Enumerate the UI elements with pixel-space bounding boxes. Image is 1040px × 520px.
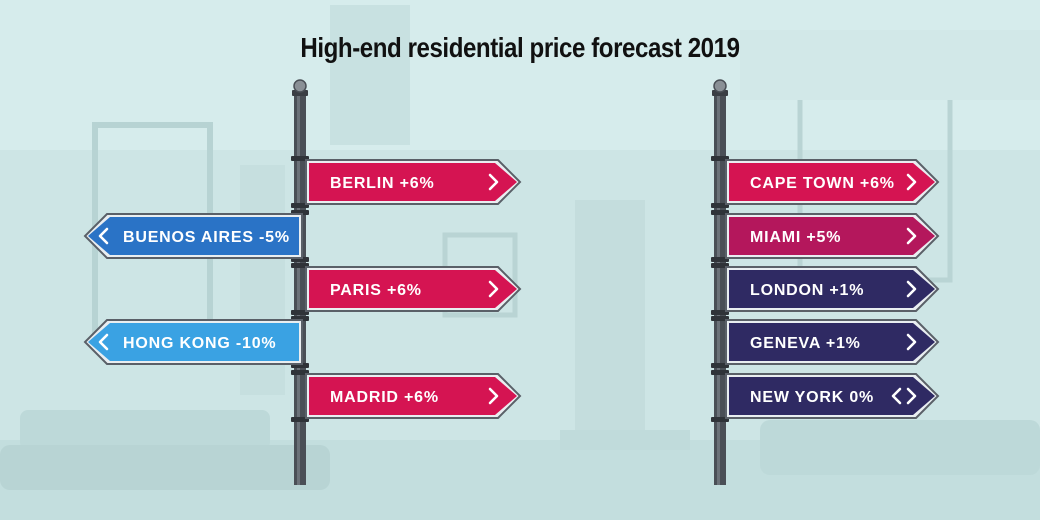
sign-board <box>88 217 299 255</box>
sign-clamp <box>711 363 729 368</box>
sign-board <box>309 163 517 201</box>
sign-cape-town: CAPE TOWN +6% <box>711 156 940 208</box>
left-pole-highlight <box>297 92 300 485</box>
sign-paris: PARIS +6% <box>291 263 522 315</box>
sign-label: NEW YORK 0% <box>750 389 874 406</box>
sign-clamp <box>711 156 729 161</box>
sign-clamp <box>711 203 729 208</box>
sign-berlin: BERLIN +6% <box>291 156 522 208</box>
sign-board <box>309 270 517 308</box>
chevron-left-icon <box>98 333 109 351</box>
sign-miami: MIAMI +5% <box>711 210 940 262</box>
sign-board <box>729 163 935 201</box>
sign-clamp <box>711 316 729 321</box>
sign-label: GENEVA +1% <box>750 335 861 352</box>
chevron-right-icon <box>906 227 917 245</box>
sign-board <box>729 270 935 308</box>
sign-clamp <box>291 263 309 268</box>
sign-label: BERLIN +6% <box>330 175 434 192</box>
sign-clamp <box>291 156 309 161</box>
sign-board <box>309 377 517 415</box>
sign-board <box>729 377 935 415</box>
right-pole-cap <box>712 90 728 96</box>
chevron-right-icon <box>906 333 917 351</box>
sign-buenos-aires: BUENOS AIRES -5% <box>83 210 309 262</box>
sign-label: BUENOS AIRES -5% <box>123 229 290 246</box>
sign-clamp <box>711 263 729 268</box>
sign-label: LONDON +1% <box>750 282 864 299</box>
sign-clamp <box>291 310 309 315</box>
sign-board <box>88 323 299 361</box>
chart-title: High-end residential price forecast 2019 <box>300 32 740 63</box>
sign-clamp <box>711 370 729 375</box>
sign-label: CAPE TOWN +6% <box>750 175 895 192</box>
sign-london: LONDON +1% <box>711 263 940 315</box>
sign-label: PARIS +6% <box>330 282 422 299</box>
sign-clamp <box>291 203 309 208</box>
sign-label: MADRID +6% <box>330 389 439 406</box>
chevron-left-icon <box>98 227 109 245</box>
sign-clamp <box>711 210 729 215</box>
sign-label: HONG KONG -10% <box>123 335 276 352</box>
right-pole-highlight <box>717 92 720 485</box>
chevron-right-icon <box>906 280 917 298</box>
sign-geneva: GENEVA +1% <box>711 316 940 368</box>
chevron-right-icon <box>488 387 499 405</box>
sign-madrid: MADRID +6% <box>291 370 522 422</box>
right-pole-finial <box>713 79 727 93</box>
sign-clamp <box>711 257 729 262</box>
sign-clamp <box>291 370 309 375</box>
sign-hong-kong: HONG KONG -10% <box>83 316 309 368</box>
chevron-right-icon <box>488 280 499 298</box>
left-pole-cap <box>292 90 308 96</box>
chevron-right-icon <box>488 173 499 191</box>
left-pole-finial <box>293 79 307 93</box>
sign-board <box>729 323 935 361</box>
sign-board <box>729 217 935 255</box>
sign-label: MIAMI +5% <box>750 229 841 246</box>
chevron-right-icon <box>906 387 917 405</box>
chevron-right-icon <box>906 173 917 191</box>
chevron-left-icon <box>891 387 902 405</box>
sign-clamp <box>711 310 729 315</box>
sign-clamp <box>711 417 729 422</box>
sign-clamp <box>291 417 309 422</box>
right-signpost: CAPE TOWN +6% MIAMI +5% LONDON +1% GENEVA +… <box>711 79 940 485</box>
sign-new-york: NEW YORK 0% <box>711 370 940 422</box>
left-signpost: BERLIN +6% BUENOS AIRES -5% PARIS +6% HONG … <box>83 79 522 485</box>
